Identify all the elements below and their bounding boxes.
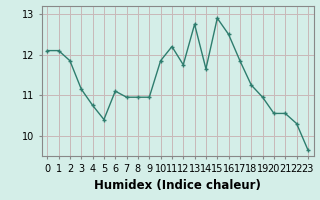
X-axis label: Humidex (Indice chaleur): Humidex (Indice chaleur) <box>94 179 261 192</box>
